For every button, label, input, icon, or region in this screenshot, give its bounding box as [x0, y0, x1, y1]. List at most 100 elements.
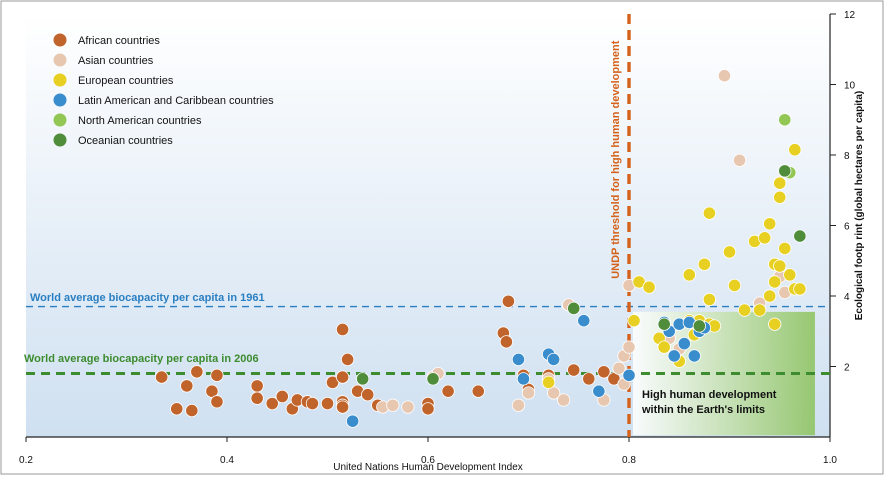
point-african-countries: [275, 389, 289, 404]
point-african-countries: [210, 395, 224, 409]
point-oceanian-countries: [657, 317, 671, 331]
point-african-countries: [250, 391, 264, 405]
point-latin-american-and-caribbean-countries: [622, 368, 636, 382]
x-axis-label: United Nations Human Development Index: [333, 462, 523, 473]
point-african-countries: [335, 370, 350, 384]
point-asian-countries: [401, 400, 415, 414]
point-european-countries: [541, 375, 556, 389]
point-latin-american-and-caribbean-countries: [677, 336, 691, 351]
point-asian-countries: [521, 386, 536, 400]
legend-marker: [53, 93, 67, 107]
point-african-countries: [335, 400, 350, 414]
y-axis-label: Ecological footp rint (global hectares p…: [854, 91, 865, 320]
y-tick-label: 6: [844, 222, 850, 233]
point-african-countries: [471, 384, 485, 398]
legend-label: European countries: [78, 75, 174, 87]
point-european-countries: [753, 303, 767, 317]
x-ticks: 0.2 0.4 0.6 0.8 1.0: [19, 437, 837, 466]
point-african-countries: [265, 396, 279, 411]
point-asian-countries: [622, 340, 636, 354]
legend-label: Latin American and Caribbean countries: [78, 95, 274, 107]
point-european-countries: [682, 268, 696, 282]
point-african-countries: [501, 294, 515, 308]
point-african-countries: [185, 403, 199, 418]
point-asian-countries: [612, 361, 626, 375]
point-latin-american-and-caribbean-countries: [577, 314, 591, 328]
point-oceanian-countries: [567, 301, 581, 315]
x-tick-label: 0.6: [421, 455, 435, 466]
point-asian-countries: [511, 398, 526, 412]
point-african-countries: [361, 388, 375, 402]
y-tick-label: 8: [844, 151, 850, 162]
point-european-countries: [627, 314, 641, 328]
point-european-countries: [773, 259, 787, 273]
point-african-countries: [340, 352, 355, 367]
hdi-threshold-label: UNDP threshold for high human developmen…: [610, 40, 622, 278]
biocapacity-1961-label: World average biocapacity per capita in …: [30, 292, 265, 304]
x-tick-label: 0.4: [220, 455, 234, 466]
point-european-countries: [788, 143, 802, 157]
y-tick-label: 4: [844, 292, 850, 303]
point-european-countries: [783, 268, 797, 282]
point-african-countries: [597, 365, 611, 379]
quadrant-label-line1: High human development: [642, 389, 777, 401]
point-north-american-countries: [778, 113, 792, 127]
point-european-countries: [793, 282, 807, 296]
point-european-countries: [768, 275, 782, 289]
point-african-countries: [170, 402, 184, 416]
legend: African countries Asian countries European…: [53, 33, 274, 147]
point-european-countries: [768, 317, 782, 331]
legend-label: Asian countries: [78, 55, 154, 67]
point-african-countries: [421, 402, 435, 416]
y-tick-label: 12: [844, 10, 856, 21]
point-oceanian-countries: [426, 372, 440, 386]
point-african-countries: [567, 363, 581, 377]
point-european-countries: [727, 278, 742, 293]
point-asian-countries: [732, 153, 747, 167]
point-european-countries: [737, 303, 752, 317]
quadrant-label-line2: within the Earth's limits: [641, 404, 765, 416]
point-latin-american-and-caribbean-countries: [547, 352, 561, 367]
point-oceanian-countries: [778, 164, 792, 178]
point-european-countries: [697, 257, 711, 271]
point-asian-countries: [386, 398, 400, 412]
data-points: [155, 69, 807, 428]
y-tick-label: 10: [844, 81, 856, 92]
biocapacity-2006-label: World average biocapacity per capita in …: [24, 353, 259, 365]
point-oceanian-countries: [692, 319, 706, 333]
point-european-countries: [642, 280, 656, 294]
point-latin-american-and-caribbean-countries: [687, 349, 701, 363]
point-oceanian-countries: [356, 372, 370, 386]
legend-marker: [53, 133, 67, 147]
y-ticks: 2 4 6 8 10 12: [830, 10, 856, 374]
point-european-countries: [758, 231, 772, 245]
point-asian-countries: [717, 69, 732, 83]
point-european-countries: [773, 176, 787, 190]
point-asian-countries: [547, 386, 561, 400]
point-african-countries: [499, 335, 513, 349]
y-tick-label: 2: [844, 363, 850, 374]
x-tick-label: 0.2: [19, 455, 33, 466]
point-european-countries: [702, 292, 717, 307]
point-african-countries: [582, 372, 596, 386]
legend-marker: [53, 53, 67, 67]
point-african-countries: [305, 396, 320, 411]
x-tick-label: 1.0: [823, 455, 837, 466]
point-european-countries: [657, 340, 671, 354]
legend-label: African countries: [78, 35, 160, 47]
point-european-countries: [773, 190, 787, 204]
point-african-countries: [180, 379, 194, 393]
legend-marker: [53, 33, 67, 47]
point-latin-american-and-caribbean-countries: [511, 352, 526, 367]
point-european-countries: [763, 289, 777, 303]
point-african-countries: [210, 368, 224, 382]
point-oceanian-countries: [793, 229, 807, 243]
point-latin-american-and-caribbean-countries: [667, 349, 681, 363]
point-european-countries: [722, 245, 737, 259]
point-african-countries: [320, 396, 335, 411]
legend-label: North American countries: [78, 115, 202, 127]
point-african-countries: [190, 365, 204, 379]
legend-marker: [53, 113, 67, 127]
